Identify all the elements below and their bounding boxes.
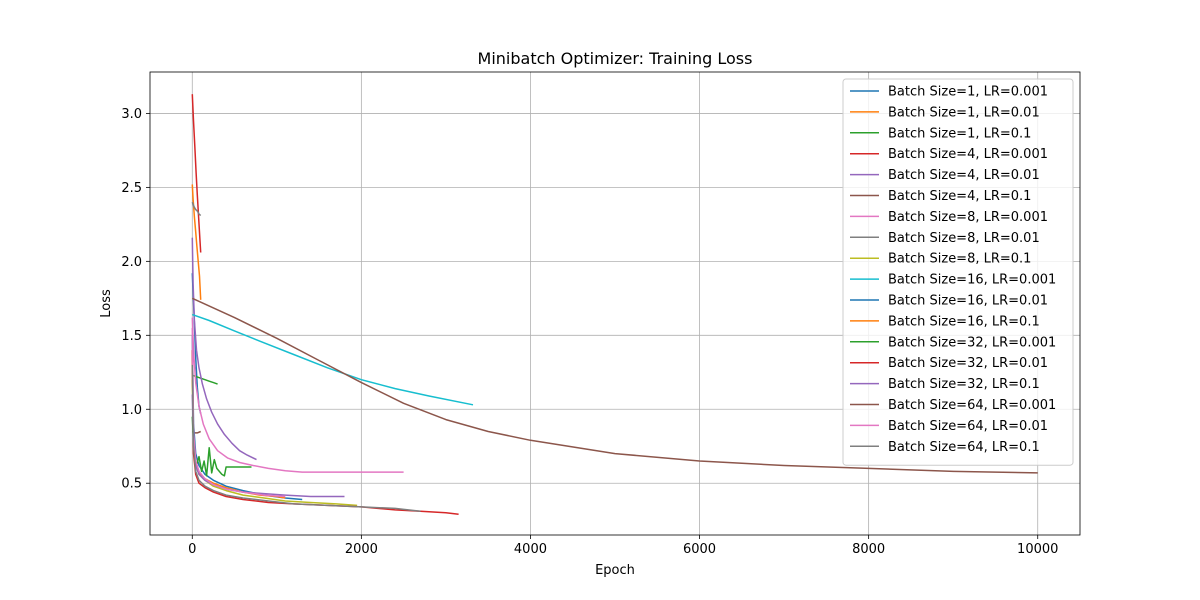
- legend: Batch Size=1, LR=0.001 Batch Size=1, LR=0…: [842, 78, 1074, 466]
- x-tick-label: 0: [188, 542, 196, 557]
- y-tick-label: 3.0: [121, 107, 142, 122]
- series-lines: [191, 94, 1038, 516]
- x-tick-label: 4000: [514, 542, 547, 557]
- legend-label-13: Batch Size=32, LR=0.01: [888, 356, 1048, 371]
- series-line-1: [191, 184, 202, 300]
- legend-label-0: Batch Size=1, LR=0.001: [888, 85, 1048, 100]
- series-line-15: [191, 297, 1038, 474]
- legend-label-12: Batch Size=32, LR=0.001: [888, 335, 1056, 350]
- y-tick-label: 2.5: [121, 181, 142, 196]
- x-axis-ticks: 0 2000 4000 6000 8000 10000: [188, 535, 1058, 557]
- x-tick-label: 10000: [1017, 542, 1058, 557]
- series-line-6: [191, 317, 404, 473]
- x-axis-label: Epoch: [595, 563, 635, 578]
- legend-label-5: Batch Size=4, LR=0.1: [888, 189, 1031, 204]
- legend-label-11: Batch Size=16, LR=0.1: [888, 314, 1040, 329]
- legend-label-3: Batch Size=4, LR=0.001: [888, 147, 1048, 162]
- series-line-9: [192, 313, 474, 406]
- legend-label-8: Batch Size=8, LR=0.1: [888, 252, 1031, 267]
- legend-label-16: Batch Size=64, LR=0.01: [888, 419, 1048, 434]
- x-tick-label: 6000: [683, 542, 716, 557]
- series-line-2: [192, 374, 218, 385]
- y-tick-label: 0.5: [121, 477, 142, 492]
- y-tick-label: 2.0: [121, 255, 142, 270]
- legend-label-7: Batch Size=8, LR=0.01: [888, 231, 1040, 246]
- y-tick-label: 1.5: [121, 329, 142, 344]
- legend-label-10: Batch Size=16, LR=0.01: [888, 294, 1048, 309]
- legend-label-2: Batch Size=1, LR=0.1: [888, 126, 1031, 141]
- legend-label-17: Batch Size=64, LR=0.1: [888, 440, 1040, 455]
- series-line-3: [191, 94, 202, 253]
- legend-label-4: Batch Size=4, LR=0.01: [888, 168, 1040, 183]
- legend-label-9: Batch Size=16, LR=0.001: [888, 273, 1056, 288]
- chart-title: Minibatch Optimizer: Training Loss: [478, 49, 753, 68]
- series-line-4: [191, 237, 257, 461]
- x-tick-label: 8000: [852, 542, 885, 557]
- series-line-12: [191, 416, 252, 477]
- legend-label-6: Batch Size=8, LR=0.001: [888, 210, 1048, 225]
- y-tick-label: 1.0: [121, 403, 142, 418]
- y-axis-label: Loss: [99, 289, 114, 318]
- legend-label-15: Batch Size=64, LR=0.001: [888, 398, 1056, 413]
- x-tick-label: 2000: [345, 542, 378, 557]
- series-line-16: [191, 327, 286, 498]
- y-axis-ticks: 0.5 1.0 1.5 2.0 2.5 3.0: [121, 107, 150, 492]
- legend-label-1: Batch Size=1, LR=0.01: [888, 105, 1040, 120]
- plot-frame: [149, 71, 1081, 536]
- legend-box: [842, 78, 1074, 466]
- series-line-7: [191, 201, 202, 217]
- series-line-17: [191, 364, 421, 513]
- legend-label-14: Batch Size=32, LR=0.1: [888, 377, 1040, 392]
